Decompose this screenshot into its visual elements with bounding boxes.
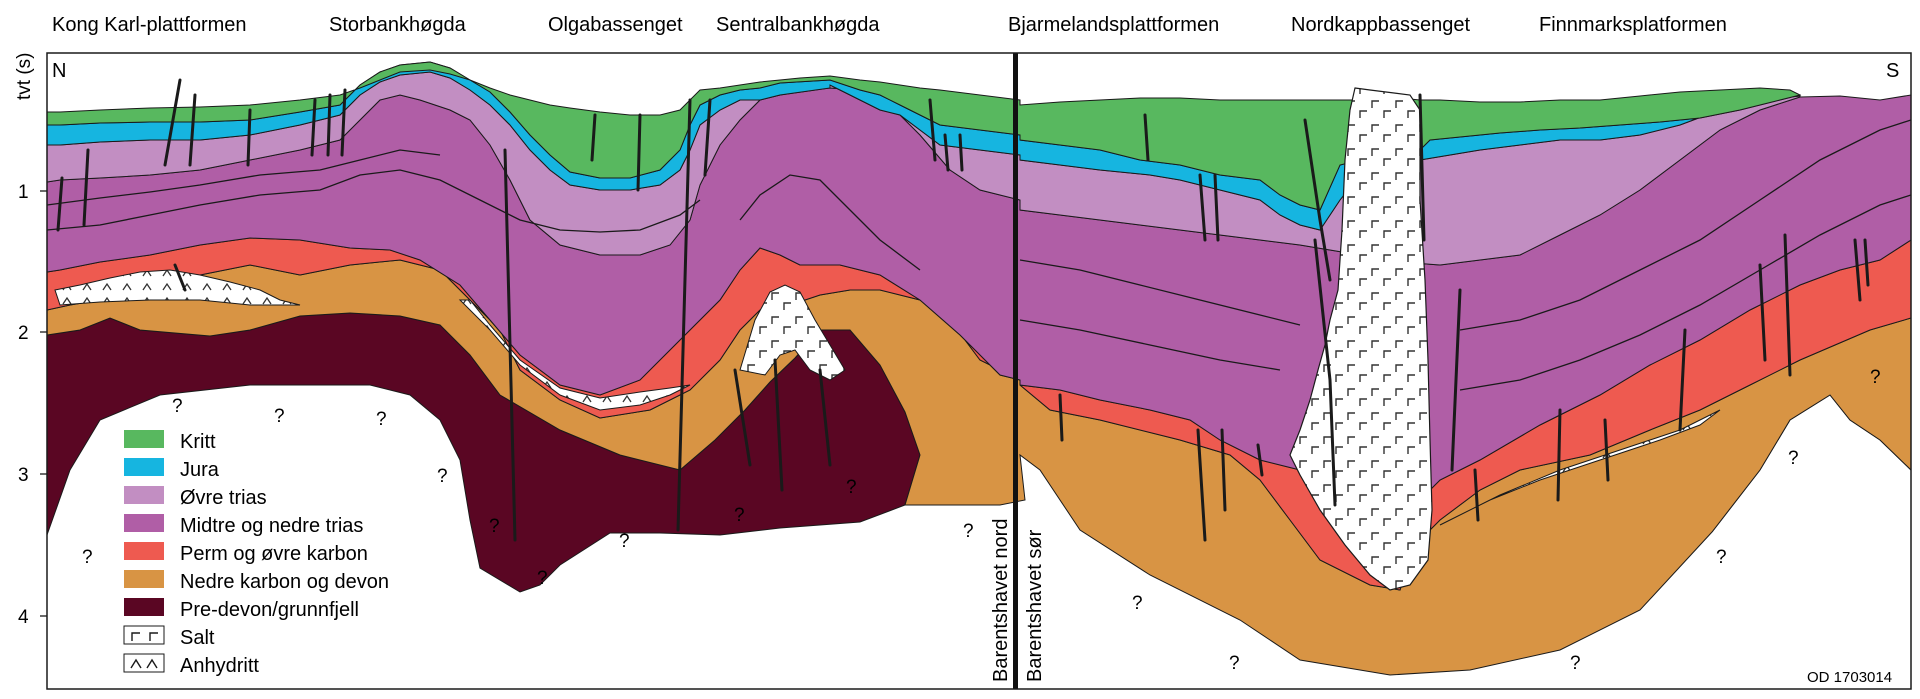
unknown-marker: ?: [274, 406, 285, 427]
legend-swatch-nedre-karbon-devon: [124, 570, 164, 588]
legend: Kritt Jura Øvre trias Midtre og nedre tr…: [123, 430, 389, 677]
legend-swatch-ovre-trias: [124, 486, 164, 504]
unknown-marker: ?: [376, 409, 387, 430]
divider-label-nord: Barentshavet nord: [990, 519, 1012, 682]
region-label-bjarmeland: Bjarmelandsplattformen: [1008, 14, 1219, 36]
legend-label-anhydritt: Anhydritt: [180, 655, 259, 677]
region-label-nordkapp: Nordkappbassenget: [1291, 14, 1470, 36]
unknown-marker: ?: [734, 505, 745, 526]
legend-swatch-kritt: [124, 430, 164, 448]
unknown-marker: ?: [1229, 653, 1240, 674]
region-label-olga: Olgabassenget: [548, 14, 683, 36]
unknown-marker: ?: [1716, 547, 1727, 568]
anhydrite-north: [54, 269, 301, 306]
fault-lines: [56, 78, 1870, 542]
unknown-marker: ?: [172, 396, 183, 417]
region-labels: Kong Karl-plattformen Storbankhøgda Olga…: [52, 14, 1727, 36]
time-axis: tvt (s) 1 2 3 4: [14, 53, 47, 628]
salt-nordkapp: [1289, 87, 1433, 591]
unknown-markers: ? ? ? ? ? ? ? ? ? ? ? ? ? ? ? ? ?: [82, 367, 1881, 674]
legend-label-salt: Salt: [180, 627, 215, 649]
legend-label-nedre-karbon-devon: Nedre karbon og devon: [180, 571, 389, 593]
anhydrite-olga: [458, 299, 691, 411]
axis-tick-2: 2: [18, 323, 29, 344]
compass-south: S: [1886, 60, 1899, 82]
unknown-marker: ?: [846, 477, 857, 498]
legend-swatch-jura: [124, 458, 164, 476]
unknown-marker: ?: [489, 516, 500, 537]
region-divider: [1013, 53, 1018, 689]
region-label-kong-karl: Kong Karl-plattformen: [52, 14, 247, 36]
legend-swatch-anhydritt: [123, 653, 165, 673]
legend-label-jura: Jura: [180, 459, 220, 481]
section-body: [47, 53, 1911, 689]
axis-tick-4: 4: [18, 607, 29, 628]
unknown-marker: ?: [619, 531, 630, 552]
unknown-marker: ?: [82, 547, 93, 568]
unknown-marker: ?: [537, 568, 548, 589]
legend-label-kritt: Kritt: [180, 431, 216, 453]
legend-label-perm-karbon: Perm og øvre karbon: [180, 543, 368, 565]
region-label-sentralbank: Sentralbankhøgda: [716, 14, 880, 36]
unknown-marker: ?: [437, 466, 448, 487]
legend-label-ovre-trias: Øvre trias: [180, 487, 267, 509]
legend-swatch-perm-karbon: [124, 542, 164, 560]
legend-swatch-salt: [123, 625, 165, 645]
legend-label-midtre-nedre-trias: Midtre og nedre trias: [180, 515, 363, 537]
axis-tick-3: 3: [18, 465, 29, 486]
legend-swatch-pre-devon: [124, 598, 164, 616]
figure-id: OD 1703014: [1807, 669, 1892, 686]
salt-sentralbank: [739, 284, 846, 381]
region-label-finnmark: Finnmarksplatformen: [1539, 14, 1727, 36]
legend-label-pre-devon: Pre-devon/grunnfjell: [180, 599, 359, 621]
unknown-marker: ?: [1570, 653, 1581, 674]
axis-label: tvt (s): [14, 53, 35, 101]
axis-tick-1: 1: [18, 182, 29, 203]
unknown-marker: ?: [1870, 367, 1881, 388]
legend-swatch-midtre-nedre-trias: [124, 514, 164, 532]
region-label-storbank: Storbankhøgda: [329, 14, 467, 36]
unknown-marker: ?: [963, 521, 974, 542]
compass-north: N: [52, 60, 66, 82]
unknown-marker: ?: [1132, 593, 1143, 614]
unknown-marker: ?: [1788, 448, 1799, 469]
section-frame: [46, 52, 1912, 690]
divider-label-sor: Barentshavet sør: [1024, 529, 1046, 682]
